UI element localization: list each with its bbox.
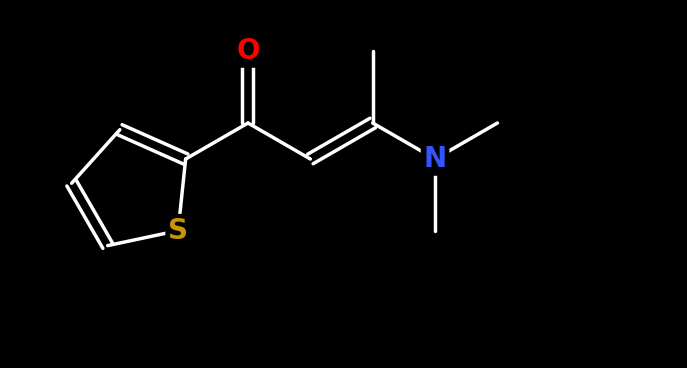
Text: S: S	[168, 217, 188, 245]
Text: N: N	[423, 145, 447, 173]
Text: O: O	[236, 37, 260, 65]
